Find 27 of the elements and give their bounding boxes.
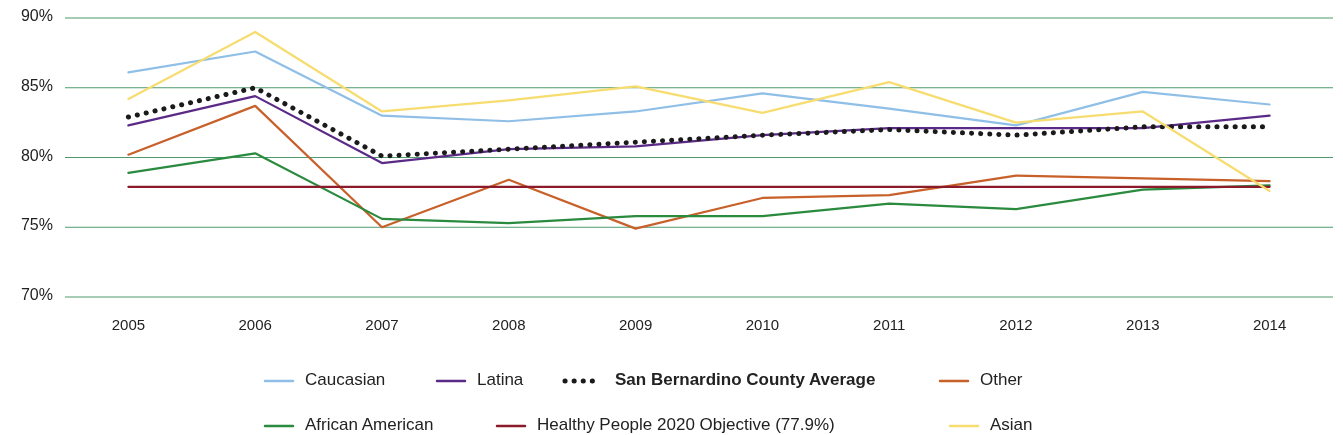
x-tick-label: 2013 — [1126, 316, 1160, 333]
line-series — [127, 152, 1271, 225]
x-tick-label: 2012 — [999, 316, 1033, 333]
line-series — [127, 30, 1271, 193]
legend-label: Healthy People 2020 Objective (77.9%) — [537, 415, 835, 435]
legend-label: Other — [980, 370, 1023, 390]
y-tick-label: 80% — [20, 146, 53, 164]
y-tick-label: 70% — [20, 286, 53, 304]
legend-label: Caucasian — [305, 370, 386, 390]
y-tick-label: 75% — [20, 216, 53, 234]
x-tick-label: 2011 — [873, 316, 906, 333]
legend-label: Asian — [990, 415, 1033, 435]
y-tick-label: 90% — [20, 7, 53, 25]
x-tick-label: 2007 — [365, 316, 399, 333]
legend-label: Latina — [477, 370, 524, 390]
line-series — [127, 95, 1271, 165]
y-tick-label: 85% — [20, 76, 53, 94]
legend-label: San Bernardino County Average — [615, 370, 876, 390]
legend-label: African American — [305, 415, 434, 435]
x-tick-label: 2014 — [1252, 316, 1287, 333]
x-tick-label: 2008 — [492, 316, 526, 333]
line-series — [127, 50, 1271, 127]
x-tick-label: 2009 — [618, 316, 653, 333]
x-tick-label: 2010 — [745, 316, 780, 333]
x-tick-label: 2005 — [111, 316, 146, 333]
x-tick-label: 2006 — [238, 316, 272, 333]
line-series — [127, 104, 1271, 230]
